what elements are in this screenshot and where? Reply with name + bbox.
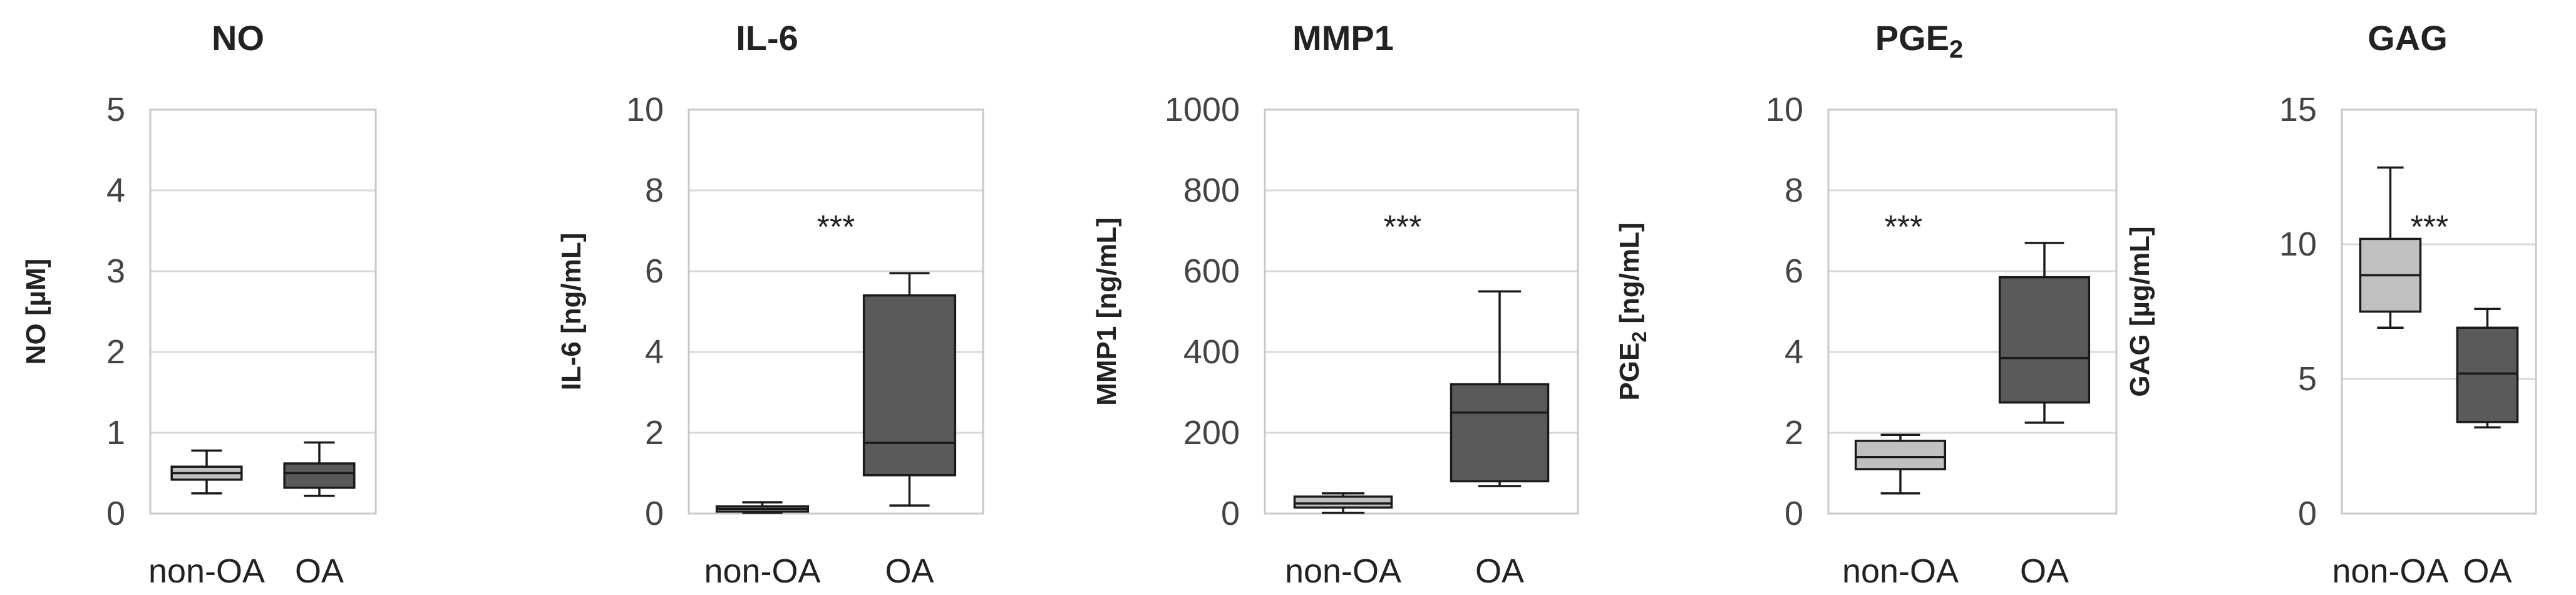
significance-marker: ***	[1885, 209, 1923, 246]
y-tick-label: 6	[645, 252, 664, 290]
plot-frame	[2341, 108, 2537, 515]
y-tick-label: 3	[106, 252, 125, 290]
y-tick-label: 1000	[1165, 91, 1240, 128]
box-non-oa	[170, 449, 243, 495]
box-oa	[1450, 290, 1550, 487]
y-tick-label: 0	[1221, 495, 1240, 532]
iqr-box	[1450, 383, 1550, 483]
significance-marker: ***	[1384, 209, 1422, 246]
y-tick-label: 2	[645, 414, 664, 452]
y-tick-label: 0	[106, 495, 125, 532]
x-category-label: OA	[295, 552, 344, 590]
y-tick-label: 800	[1183, 172, 1240, 209]
significance-marker: ***	[817, 209, 855, 246]
iqr-box	[1854, 440, 1947, 470]
y-tick-label: 400	[1183, 333, 1240, 371]
y-tick-label: 200	[1183, 414, 1240, 452]
x-category-label: non-OA	[1285, 552, 1401, 590]
panel-mmp1: MMP1 0 200 400 600 800 1000 MMP1 [ng/mL] non-OA O…	[1091, 18, 1579, 590]
plot-frame	[149, 108, 377, 515]
y-tick-label: 8	[1785, 172, 1803, 209]
panel-il-6: IL-6 0 2 4 6 8 10 IL-6 [ng/mL] non-OA OA ***	[556, 18, 984, 590]
panel-title: IL-6	[736, 18, 798, 58]
y-tick-label: 600	[1183, 252, 1240, 290]
iqr-box	[1998, 276, 2091, 404]
y-axis-title: PGE2 [ng/mL]	[1614, 222, 1651, 400]
box-oa	[862, 272, 957, 507]
y-tick-label: 4	[645, 333, 664, 371]
y-tick-label: 1	[106, 414, 125, 452]
y-tick-label: 0	[2298, 495, 2317, 532]
y-tick-label: 5	[106, 91, 125, 128]
box-oa	[283, 441, 356, 497]
y-tick-label: 10	[2279, 225, 2317, 263]
y-tick-label: 10	[626, 91, 664, 128]
box-oa	[1998, 242, 2091, 424]
iqr-box	[2456, 326, 2519, 423]
x-category-label: OA	[2020, 552, 2069, 590]
y-tick-label: 5	[2298, 360, 2317, 398]
x-category-label: OA	[1475, 552, 1524, 590]
box-non-oa	[1854, 433, 1947, 495]
y-tick-label: 4	[106, 172, 125, 209]
plot-frame	[1827, 108, 2118, 515]
box-non-oa	[1293, 492, 1393, 514]
panel-gag: GAG 0 5 10 15 GAG [µg/mL] non-OA OA ***	[2125, 18, 2537, 590]
box-non-oa	[2359, 166, 2422, 329]
y-tick-label: 2	[1785, 414, 1803, 452]
y-axis-title: GAG [µg/mL]	[2125, 226, 2155, 396]
panel-title: PGE2	[1875, 18, 1964, 63]
panel-title: MMP1	[1292, 18, 1394, 58]
box-non-oa	[715, 501, 810, 514]
panel-title: GAG	[2367, 18, 2448, 58]
y-axis-title: MMP1 [ng/mL]	[1091, 217, 1122, 406]
x-category-label: non-OA	[704, 552, 820, 590]
x-category-label: OA	[2463, 552, 2512, 590]
y-tick-label: 0	[1785, 495, 1803, 532]
iqr-box	[862, 294, 957, 477]
significance-marker: ***	[2411, 209, 2449, 246]
y-axis-title: NO [µM]	[21, 259, 51, 365]
x-category-label: non-OA	[2332, 552, 2448, 590]
y-tick-label: 2	[106, 333, 125, 371]
y-axis-title: IL-6 [ng/mL]	[556, 233, 587, 391]
y-tick-label: 6	[1785, 252, 1803, 290]
y-tick-label: 4	[1785, 333, 1803, 371]
iqr-box	[283, 462, 356, 489]
panel-pge: PGE2 0 2 4 6 8 10 PGE2 [ng/mL] non-OA OA ***	[1614, 18, 2118, 590]
plot-frame	[1264, 108, 1579, 515]
x-category-label: OA	[885, 552, 934, 590]
y-tick-label: 10	[1766, 91, 1803, 128]
y-tick-label: 15	[2279, 91, 2317, 128]
y-tick-label: 8	[645, 172, 664, 209]
x-category-label: non-OA	[148, 552, 265, 590]
panel-title: NO	[212, 18, 264, 58]
x-category-label: non-OA	[1842, 552, 1959, 590]
y-tick-label: 0	[645, 495, 664, 532]
iqr-box	[1293, 495, 1393, 509]
box-oa	[2456, 308, 2519, 429]
panel-no: NO 0 1 2 3 4 5 NO [µM] non-OA OA	[21, 18, 377, 590]
plot-frame	[688, 108, 984, 515]
